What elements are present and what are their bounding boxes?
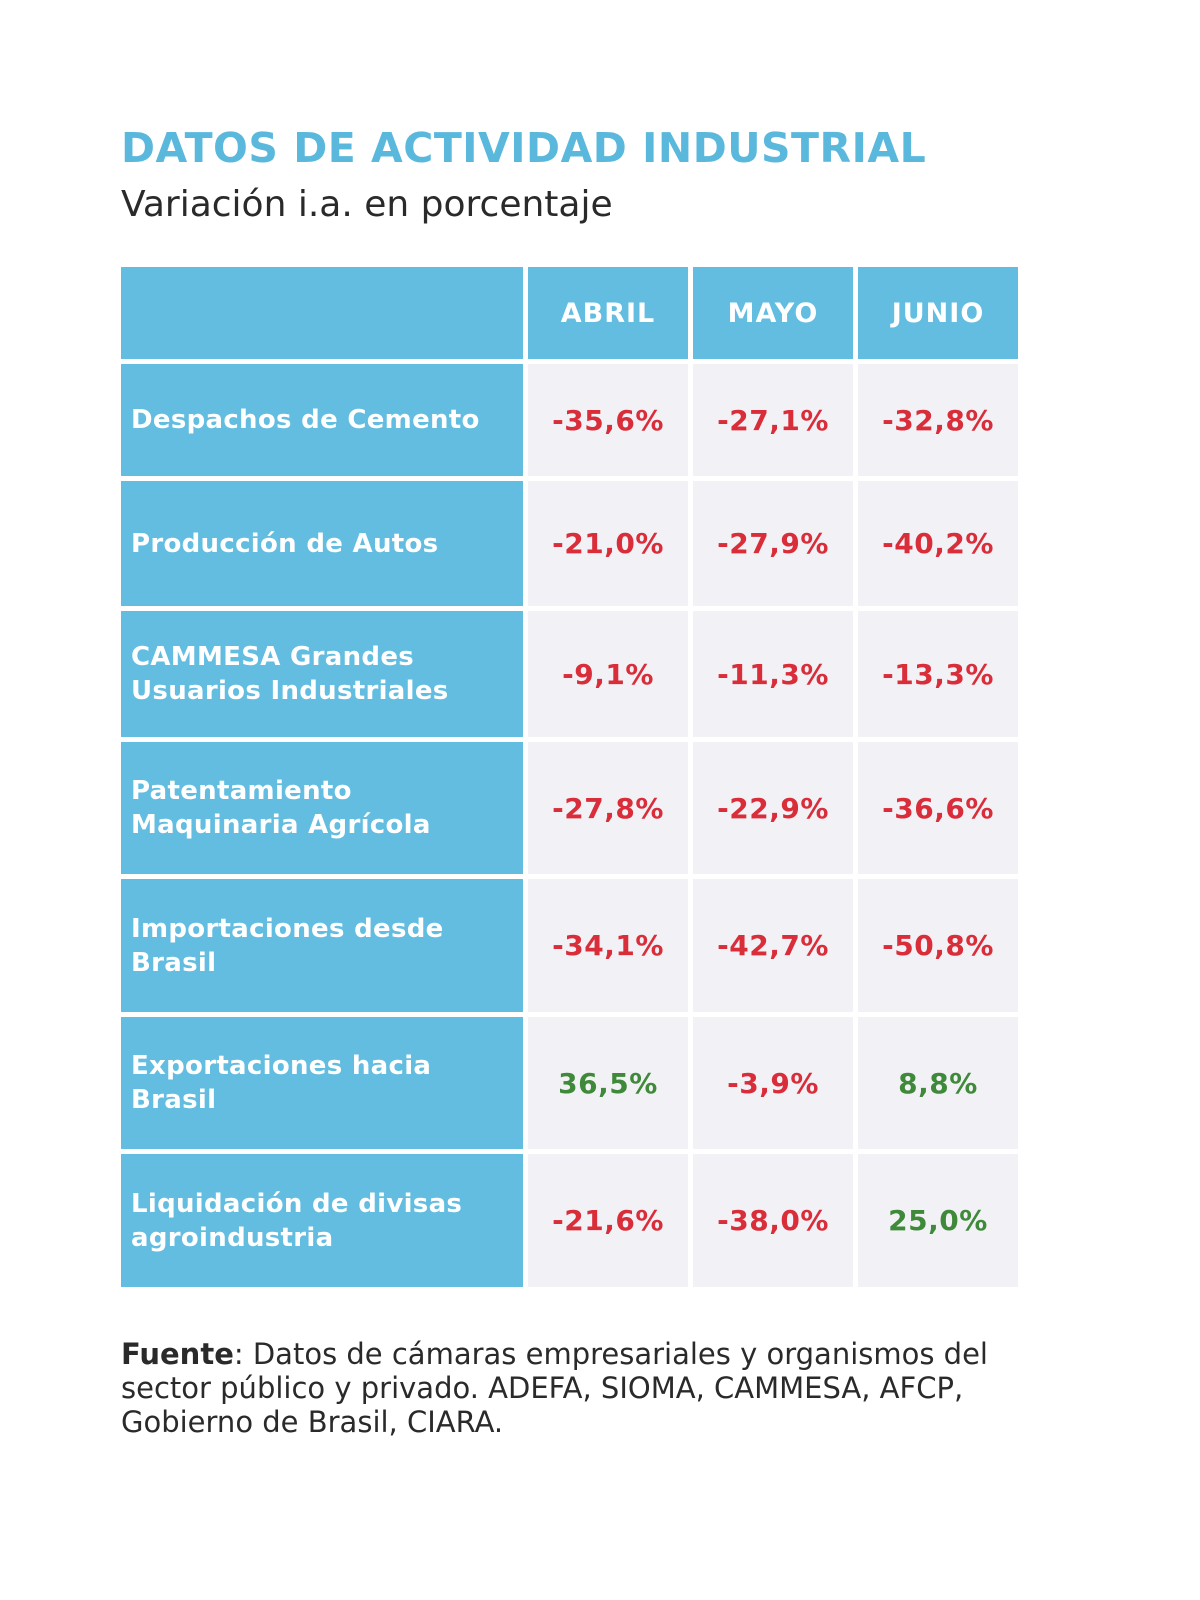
value-cell: -22,9% xyxy=(693,742,853,874)
chart-subtitle: Variación i.a. en porcentaje xyxy=(121,184,613,225)
value-cell: -11,3% xyxy=(693,611,853,737)
row-label: Patentamiento Maquinaria Agrícola xyxy=(121,742,523,874)
table-corner-cell xyxy=(121,267,523,359)
table-row: Despachos de Cemento -35,6% -27,1% -32,8% xyxy=(121,364,1018,476)
row-label: Producción de Autos xyxy=(121,481,523,606)
table-row: Producción de Autos -21,0% -27,9% -40,2% xyxy=(121,481,1018,606)
table-row: CAMMESA Grandes Usuarios Industriales -9,… xyxy=(121,611,1018,737)
value-cell: 36,5% xyxy=(528,1017,688,1149)
value-cell: 8,8% xyxy=(858,1017,1018,1149)
row-label: Liquidación de divisas agroindustria xyxy=(121,1154,523,1287)
value-cell: -34,1% xyxy=(528,879,688,1012)
value-cell: -27,9% xyxy=(693,481,853,606)
value-cell: -38,0% xyxy=(693,1154,853,1287)
table-row: Patentamiento Maquinaria Agrícola -27,8% -… xyxy=(121,742,1018,874)
value-cell: -36,6% xyxy=(858,742,1018,874)
row-label: Importaciones desde Brasil xyxy=(121,879,523,1012)
source-text: : Datos de cámaras empresariales y organ… xyxy=(121,1337,988,1439)
column-header-mayo: MAYO xyxy=(693,267,853,359)
chart-title: DATOS DE ACTIVIDAD INDUSTRIAL xyxy=(121,124,927,172)
value-cell: -9,1% xyxy=(528,611,688,737)
value-cell: -21,6% xyxy=(528,1154,688,1287)
table-body: Despachos de Cemento -35,6% -27,1% -32,8% Pr… xyxy=(121,364,1018,1287)
value-cell: -35,6% xyxy=(528,364,688,476)
value-cell: -21,0% xyxy=(528,481,688,606)
row-label: Exportaciones hacia Brasil xyxy=(121,1017,523,1149)
source-label: Fuente xyxy=(121,1337,234,1371)
table-row: Exportaciones hacia Brasil 36,5% -3,9% 8,8% xyxy=(121,1017,1018,1149)
value-cell: -40,2% xyxy=(858,481,1018,606)
page: DATOS DE ACTIVIDAD INDUSTRIAL Variación … xyxy=(121,122,1041,1439)
value-cell: -50,8% xyxy=(858,879,1018,1012)
column-header-abril: ABRIL xyxy=(528,267,688,359)
value-cell: 25,0% xyxy=(858,1154,1018,1287)
source-note: Fuente: Datos de cámaras empresariales y… xyxy=(121,1337,1041,1439)
value-cell: -42,7% xyxy=(693,879,853,1012)
row-label: Despachos de Cemento xyxy=(121,364,523,476)
industrial-activity-table: ABRIL MAYO JUNIO Despachos de Cemento -35… xyxy=(116,262,1023,1292)
value-cell: -3,9% xyxy=(693,1017,853,1149)
value-cell: -27,8% xyxy=(528,742,688,874)
column-header-junio: JUNIO xyxy=(858,267,1018,359)
table-header-row: ABRIL MAYO JUNIO xyxy=(121,267,1018,359)
value-cell: -13,3% xyxy=(858,611,1018,737)
value-cell: -32,8% xyxy=(858,364,1018,476)
table-row: Importaciones desde Brasil -34,1% -42,7% -5… xyxy=(121,879,1018,1012)
row-label: CAMMESA Grandes Usuarios Industriales xyxy=(121,611,523,737)
table-row: Liquidación de divisas agroindustria -21,… xyxy=(121,1154,1018,1287)
value-cell: -27,1% xyxy=(693,364,853,476)
